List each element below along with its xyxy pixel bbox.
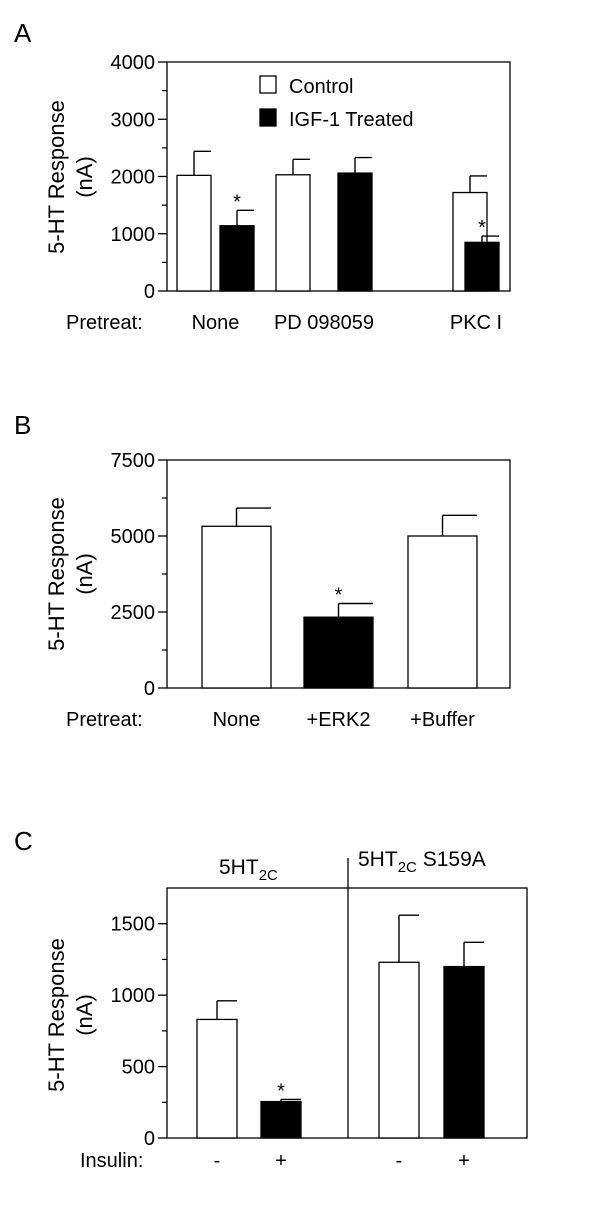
bar (303, 616, 374, 689)
category-label-3: + (458, 1150, 470, 1172)
y-tick-label-2: 5000 (111, 526, 156, 548)
y-tick-label-0: 0 (144, 678, 155, 700)
y-tick-label-2: 2000 (111, 167, 156, 189)
legend-swatch-control (259, 75, 277, 94)
significance-marker: * (335, 584, 343, 606)
y-tick-label-2: 1000 (111, 985, 156, 1007)
y-tick-label-1: 2500 (111, 602, 156, 624)
group-1-title-main: 5HT (219, 856, 259, 879)
significance-marker: * (233, 191, 241, 213)
panel-a: A 5-HT Response (nA) 0 1000 2000 3000 4000 *… (14, 18, 511, 334)
category-label-2: PKC I (450, 312, 502, 334)
bar (201, 525, 272, 689)
y-tick-label-1: 500 (122, 1057, 155, 1079)
panel-a-y-ticks: 0 1000 2000 3000 4000 (111, 52, 167, 303)
panel-c-category-labels: - + - + (214, 1150, 470, 1172)
panel-c-letter: C (14, 826, 33, 856)
panel-b-bars: * (201, 507, 478, 689)
bar (378, 961, 420, 1139)
panel-a-ylabel-line2: (nA) (72, 156, 97, 198)
panel-b-y-ticks: 0 2500 5000 7500 (111, 450, 167, 700)
category-label-1: + (275, 1150, 287, 1172)
y-tick-label-3: 3000 (111, 109, 156, 131)
bar (407, 535, 478, 689)
bar (337, 172, 373, 292)
category-label-0: None (192, 312, 240, 334)
panel-a-ylabel-line1: 5-HT Response (44, 100, 69, 254)
group-2-title-main: 5HT (358, 848, 398, 871)
y-tick-label-4: 4000 (111, 52, 156, 74)
y-tick-label-0: 0 (144, 281, 155, 303)
panel-a-row-label: Pretreat: (66, 312, 143, 334)
y-tick-label-1: 1000 (111, 224, 156, 246)
panel-c-bars: * (196, 914, 485, 1139)
category-label-2: +Buffer (410, 709, 475, 731)
significance-marker: * (478, 217, 486, 239)
bar (196, 1018, 238, 1139)
panel-c-ylabel-line2: (nA) (72, 994, 97, 1036)
panel-c-group-title-1: 5HT2C (219, 856, 278, 884)
panel-b-row-label: Pretreat: (66, 709, 143, 731)
category-label-1: PD 098059 (274, 312, 374, 334)
panel-b-category-labels: None +ERK2 +Buffer (213, 709, 476, 731)
panel-b-ylabel-line2: (nA) (72, 553, 97, 595)
panel-c: C 5-HT Response (nA) 5HT2C 5HT2C S159A 0… (14, 826, 528, 1172)
panel-a-letter: A (14, 18, 32, 48)
legend-label-control: Control (289, 76, 353, 98)
category-label-1: +ERK2 (307, 709, 371, 731)
significance-marker: * (277, 1080, 285, 1102)
panel-a-category-labels: None PD 098059 PKC I (192, 312, 503, 334)
panel-c-group-title-2: 5HT2C S159A (358, 848, 486, 876)
panel-a-bars: ** (176, 150, 500, 292)
category-label-0: None (213, 709, 261, 731)
panel-b: B 5-HT Response (nA) 0 2500 5000 7500 * Non… (14, 410, 511, 731)
panel-b-letter: B (14, 410, 31, 440)
panel-a-legend: Control IGF-1 Treated (259, 75, 414, 131)
y-tick-label-3: 7500 (111, 450, 156, 472)
panel-c-plot-frame (166, 887, 528, 1139)
group-2-title-sub: 2C (398, 859, 417, 876)
bar (176, 174, 212, 292)
y-tick-label-3: 1500 (111, 914, 156, 936)
panel-b-ylabel-line1: 5-HT Response (44, 497, 69, 651)
legend-swatch-igf1 (259, 108, 277, 127)
bar (443, 965, 485, 1139)
group-1-title-sub: 2C (259, 867, 278, 884)
category-label-2: - (396, 1150, 403, 1172)
panel-c-ylabel-line1: 5-HT Response (44, 938, 69, 1092)
panel-c-row-label: Insulin: (80, 1150, 143, 1172)
y-tick-label-0: 0 (144, 1128, 155, 1150)
bar (275, 174, 311, 292)
category-label-0: - (214, 1150, 221, 1172)
bar (464, 241, 500, 292)
group-2-title-suffix: S159A (417, 848, 486, 871)
legend-label-igf1: IGF-1 Treated (289, 109, 414, 131)
bar (260, 1100, 302, 1139)
panel-c-y-ticks: 0 500 1000 1500 (111, 914, 167, 1150)
bar (219, 225, 255, 292)
